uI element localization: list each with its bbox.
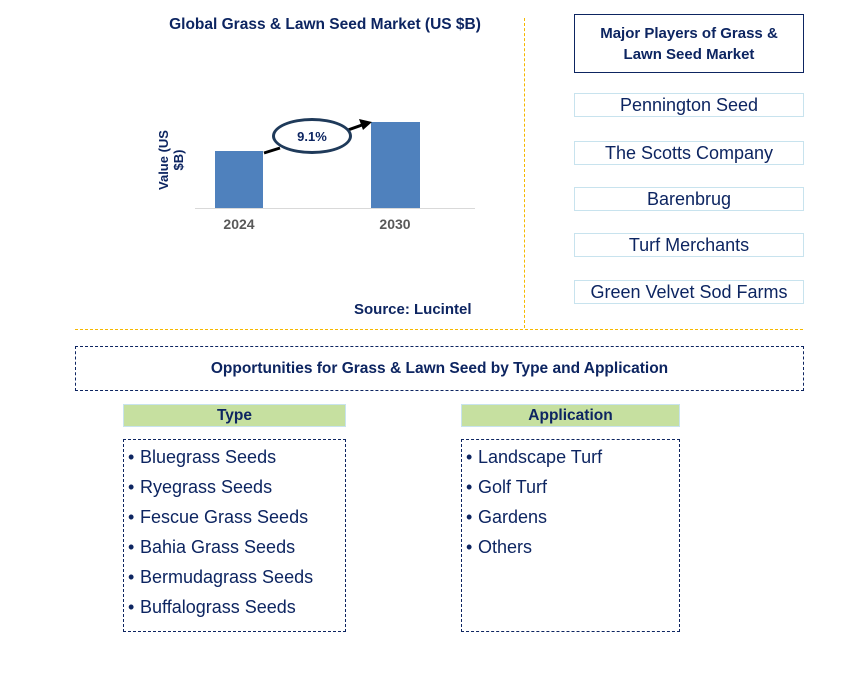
list-item: • Landscape Turf: [466, 442, 679, 472]
x-tick-2030: 2030: [379, 216, 411, 232]
bullet-icon: •: [128, 477, 135, 497]
cagr-badge: 9.1%: [272, 118, 352, 154]
list-item: • Ryegrass Seeds: [128, 472, 345, 502]
player-item: Pennington Seed: [574, 93, 804, 117]
bullet-icon: •: [128, 567, 135, 587]
list-item: • Others: [466, 532, 679, 562]
bullet-icon: •: [466, 447, 473, 467]
type-list: • Bluegrass Seeds • Ryegrass Seeds • Fescue…: [123, 439, 346, 632]
player-item: The Scotts Company: [574, 141, 804, 165]
list-item: • Bluegrass Seeds: [128, 442, 345, 472]
horizontal-divider: [75, 329, 803, 330]
application-list: • Landscape Turf • Golf Turf • Gardens • Oth…: [461, 439, 680, 632]
list-item: • Bermudagrass Seeds: [128, 562, 345, 592]
list-item: • Gardens: [466, 502, 679, 532]
y-axis-label: Value (US $B): [156, 130, 186, 190]
major-players-title: Major Players of Grass & Lawn Seed Marke…: [600, 24, 778, 63]
opportunities-title: Opportunities for Grass & Lawn Seed by T…: [210, 359, 669, 377]
bullet-icon: •: [466, 537, 473, 557]
x-tick-2024: 2024: [223, 216, 255, 232]
cagr-arrow-icon: [263, 119, 372, 155]
bullet-icon: •: [128, 597, 135, 617]
bullet-icon: •: [466, 507, 473, 527]
bullet-icon: •: [466, 477, 473, 497]
bullet-icon: •: [128, 537, 135, 557]
player-item: Green Velvet Sod Farms: [574, 280, 804, 304]
bullet-icon: •: [128, 447, 135, 467]
bar-2030: [371, 122, 420, 208]
list-item: • Bahia Grass Seeds: [128, 532, 345, 562]
x-axis-line: [195, 208, 475, 209]
chart-title: Global Grass & Lawn Seed Market (US $B): [169, 16, 481, 33]
opportunities-title-box: Opportunities for Grass & Lawn Seed by T…: [75, 346, 804, 391]
major-players-header: Major Players of Grass & Lawn Seed Marke…: [574, 14, 804, 73]
application-header: Application: [461, 404, 680, 427]
player-item: Turf Merchants: [574, 233, 804, 257]
bar-2024: [215, 151, 263, 208]
list-item: • Fescue Grass Seeds: [128, 502, 345, 532]
bullet-icon: •: [128, 507, 135, 527]
source-label: Source: Lucintel: [354, 301, 472, 318]
list-item: • Buffalograss Seeds: [128, 592, 345, 622]
vertical-divider: [524, 18, 525, 328]
list-item: • Golf Turf: [466, 472, 679, 502]
type-header: Type: [123, 404, 346, 427]
player-item: Barenbrug: [574, 187, 804, 211]
